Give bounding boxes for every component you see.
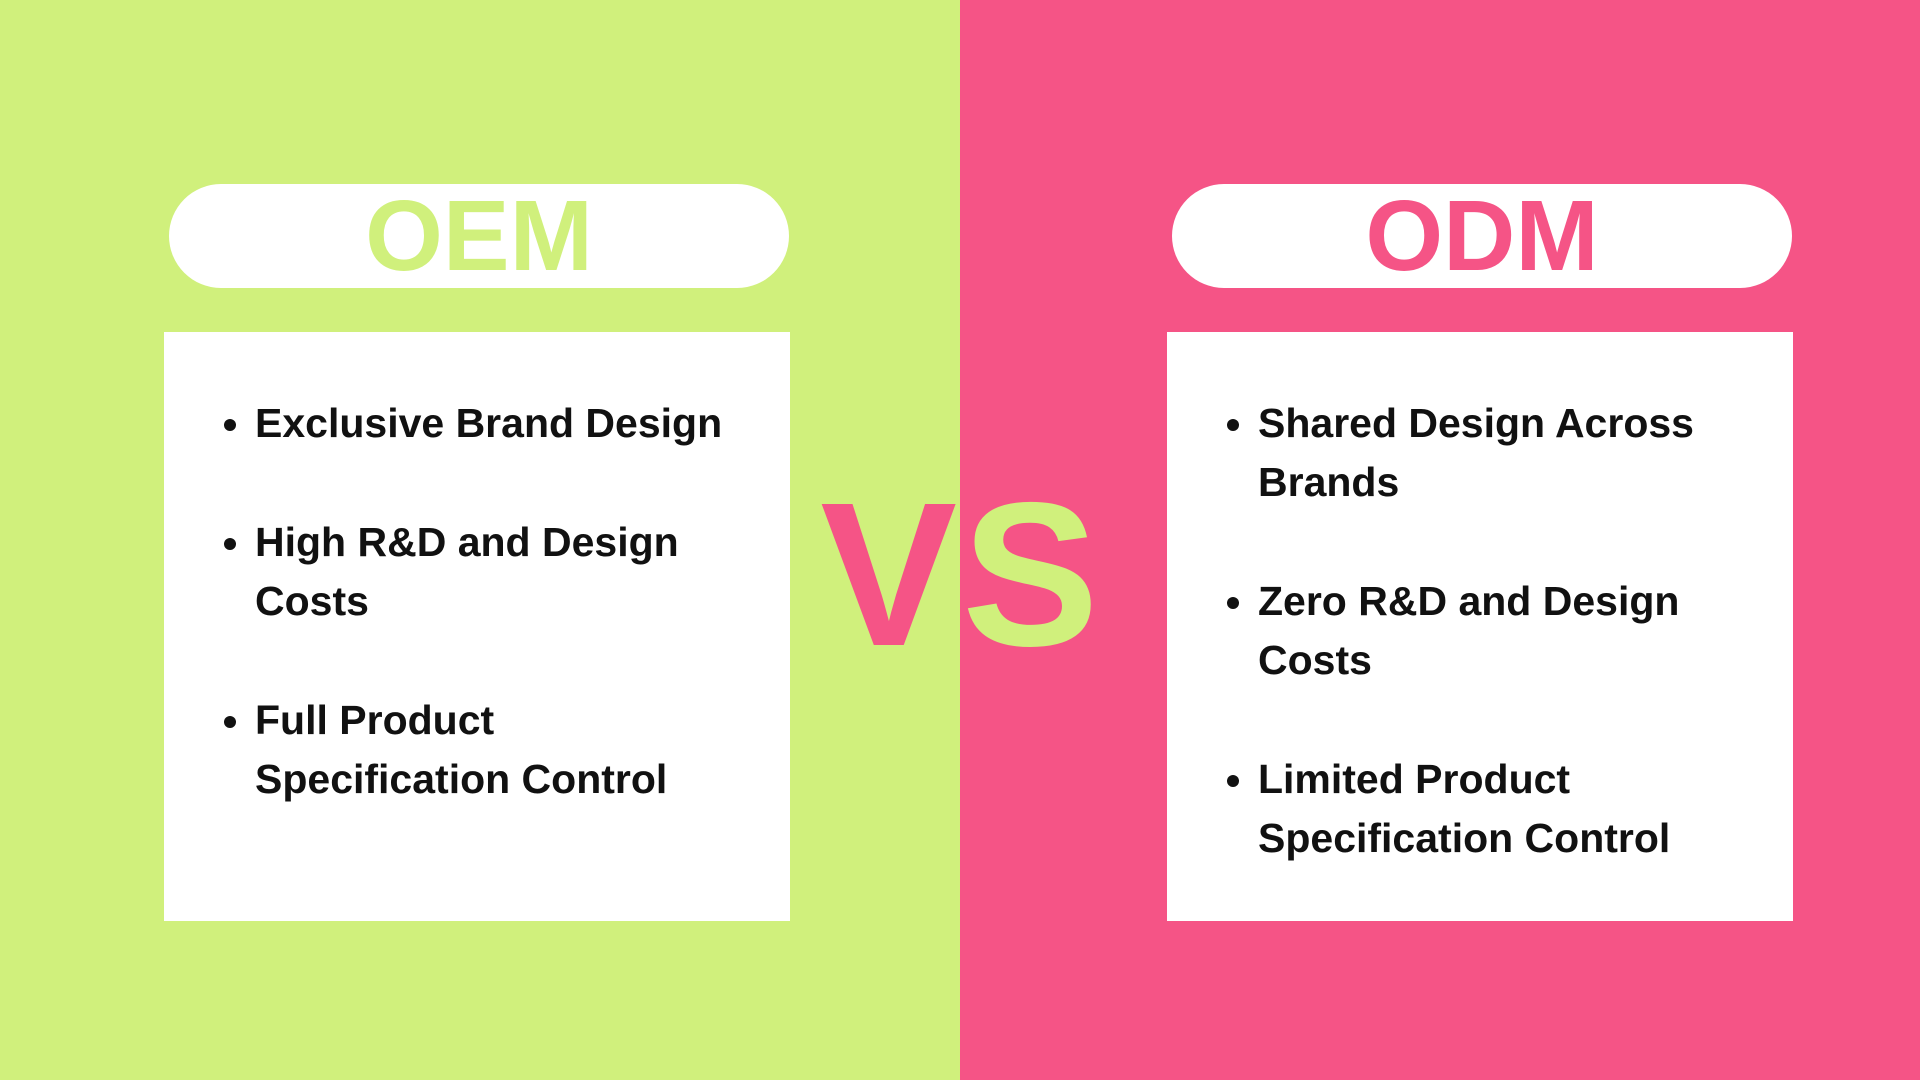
odm-list: Shared Design Across Brands Zero R&D and…	[1227, 394, 1748, 928]
list-item: Limited Product Specification Control	[1258, 750, 1748, 868]
vs-s: S	[962, 460, 1099, 689]
list-item: Shared Design Across Brands	[1258, 394, 1748, 512]
vs-v: V	[820, 460, 957, 689]
odm-title: ODM	[1172, 180, 1792, 292]
oem-list: Exclusive Brand Design High R&D and Desi…	[224, 394, 725, 869]
list-item: Full Product Specification Control	[255, 691, 725, 809]
list-item: Exclusive Brand Design	[255, 394, 725, 453]
oem-title: OEM	[169, 180, 789, 292]
list-item: Zero R&D and Design Costs	[1258, 572, 1748, 690]
oem-box: Exclusive Brand Design High R&D and Desi…	[164, 332, 790, 921]
odm-box: Shared Design Across Brands Zero R&D and…	[1167, 332, 1793, 921]
list-item: High R&D and Design Costs	[255, 513, 725, 631]
